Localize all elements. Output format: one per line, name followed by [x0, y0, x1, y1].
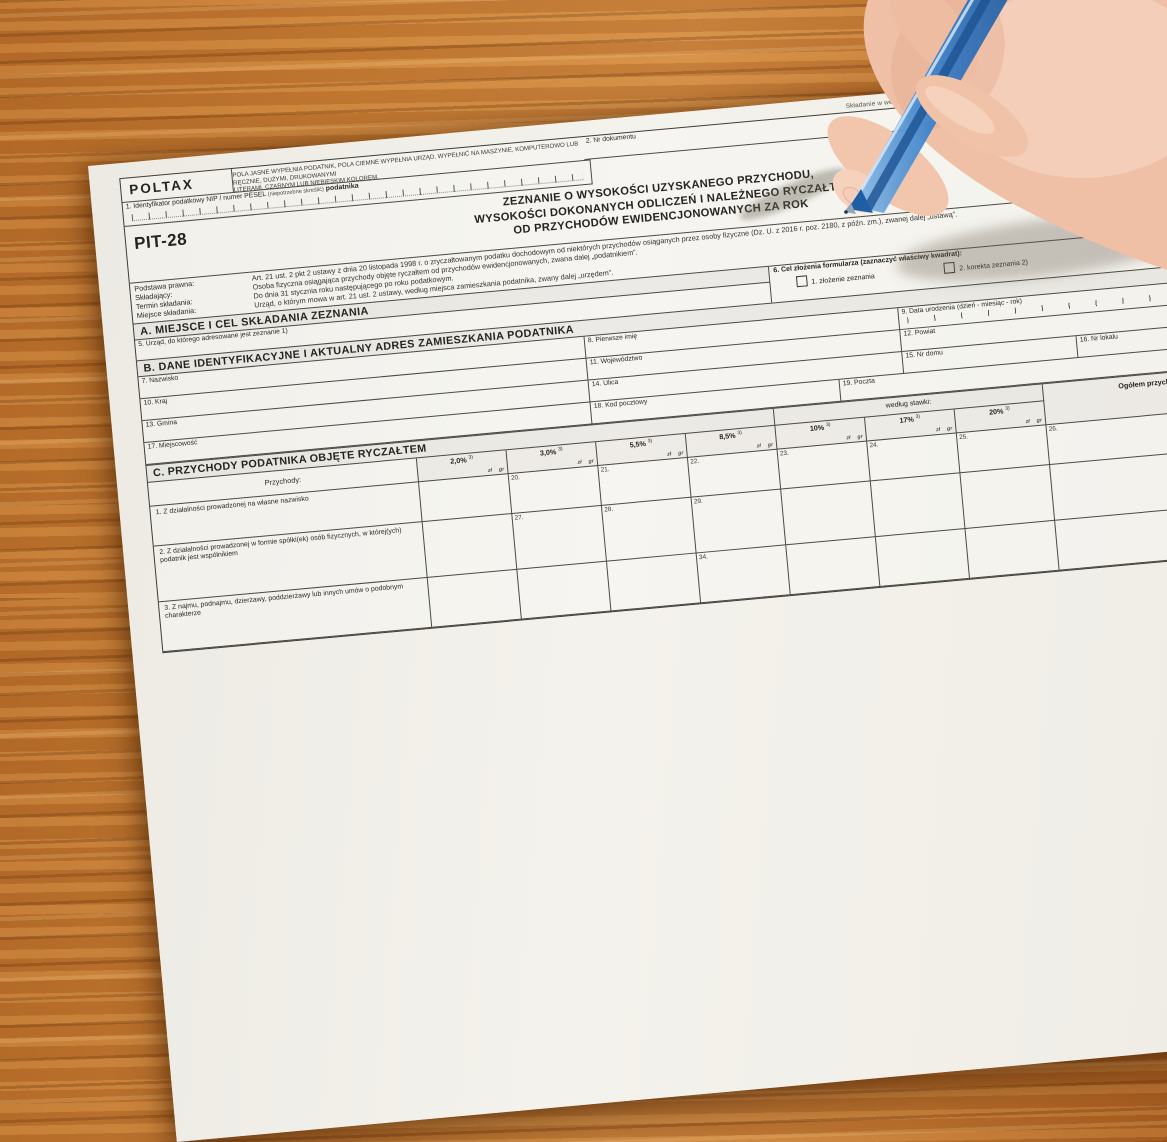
cell	[870, 472, 966, 537]
cell	[606, 552, 702, 611]
cell	[786, 536, 881, 595]
option-zlozenie-zeznania: 1. złożenie zeznania	[795, 269, 875, 287]
checkbox-korekta	[943, 261, 956, 274]
pit28-form-paper: Składanie w wersji elektronicznej: www. …	[88, 39, 1167, 1142]
cell	[781, 480, 876, 545]
cell-29: 29.	[691, 489, 787, 553]
cell	[965, 520, 1060, 579]
form-id: PIT-28	[133, 229, 188, 254]
cell-34: 34.	[696, 544, 791, 603]
middle-finger	[888, 0, 978, 79]
option-korekta-zeznania: 2. korekta zeznania 2)	[943, 255, 1028, 274]
photo-scene: Składanie w wersji elektronicznej: www. …	[88, 0, 1167, 1142]
cell-27: 27.	[512, 505, 607, 570]
cell	[427, 569, 522, 628]
cell	[422, 513, 518, 578]
form-frame: POLTAX POLA JASNE WYPEŁNIA PODATNIK, POL…	[119, 76, 1167, 653]
cell	[875, 528, 970, 587]
cell	[960, 464, 1056, 529]
cell	[517, 561, 612, 620]
checkbox-zlozenie	[795, 274, 808, 287]
cell-28: 28.	[601, 497, 697, 562]
